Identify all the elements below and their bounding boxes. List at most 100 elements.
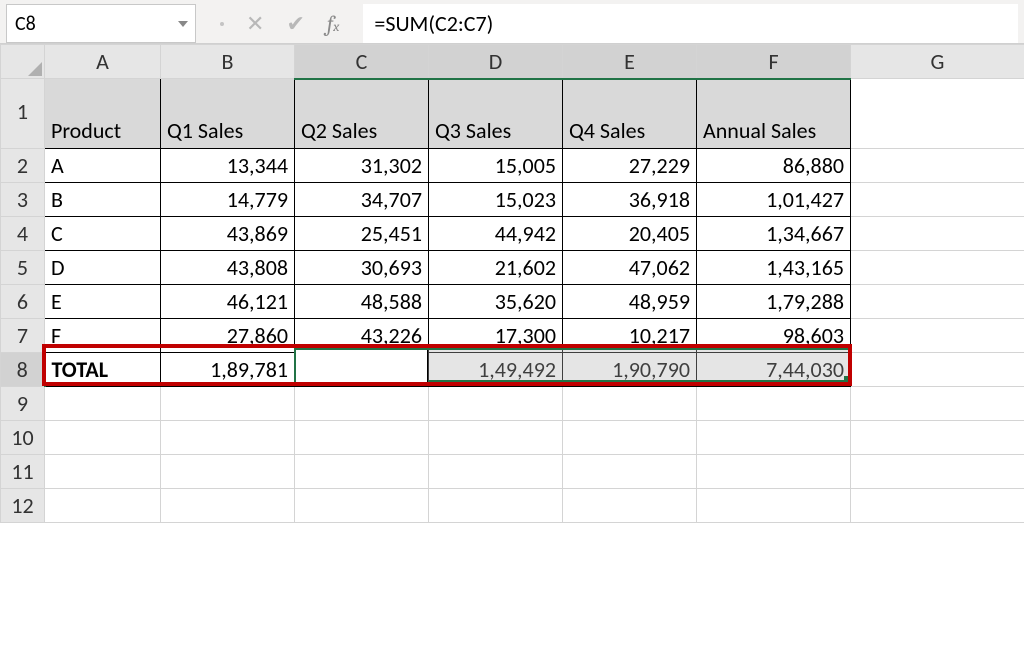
row-header-6[interactable]: 6 xyxy=(1,285,45,319)
row-header-12[interactable]: 12 xyxy=(1,489,45,523)
name-box-dropdown-icon[interactable] xyxy=(177,12,189,36)
cell-D11[interactable] xyxy=(429,455,563,489)
cell-G2[interactable] xyxy=(851,149,1024,183)
cell-A1[interactable]: Product xyxy=(45,79,161,149)
cell-E1[interactable]: Q4 Sales xyxy=(563,79,697,149)
col-header-G[interactable]: G xyxy=(851,45,1024,79)
select-all-corner[interactable] xyxy=(1,45,45,79)
cell-G9[interactable] xyxy=(851,387,1024,421)
cell-E10[interactable] xyxy=(563,421,697,455)
accept-formula-icon[interactable]: ✔ xyxy=(286,10,304,37)
row-header-8[interactable]: 8 xyxy=(1,353,45,387)
name-box[interactable]: C8 xyxy=(6,4,196,43)
cell-D1[interactable]: Q3 Sales xyxy=(429,79,563,149)
fx-icon[interactable]: fx xyxy=(327,11,340,37)
cell-D6[interactable]: 35,620 xyxy=(429,285,563,319)
cell-F1[interactable]: Annual Sales xyxy=(697,79,851,149)
cell-D8[interactable]: 1,49,492 xyxy=(429,353,563,387)
cell-B7[interactable]: 27,860 xyxy=(161,319,295,353)
worksheet[interactable]: A B C D E F G 1 Product Q1 Sales Q2 Sale… xyxy=(0,44,1024,523)
row-header-2[interactable]: 2 xyxy=(1,149,45,183)
cell-C1[interactable]: Q2 Sales xyxy=(295,79,429,149)
cell-E12[interactable] xyxy=(563,489,697,523)
cell-B12[interactable] xyxy=(161,489,295,523)
cell-B5[interactable]: 43,808 xyxy=(161,251,295,285)
row-header-7[interactable]: 7 xyxy=(1,319,45,353)
cell-A6[interactable]: E xyxy=(45,285,161,319)
cell-E11[interactable] xyxy=(563,455,697,489)
cell-C9[interactable] xyxy=(295,387,429,421)
cell-C10[interactable] xyxy=(295,421,429,455)
cell-B9[interactable] xyxy=(161,387,295,421)
row-header-3[interactable]: 3 xyxy=(1,183,45,217)
cell-E3[interactable]: 36,918 xyxy=(563,183,697,217)
cell-C2[interactable]: 31,302 xyxy=(295,149,429,183)
cell-F7[interactable]: 98,603 xyxy=(697,319,851,353)
cell-B10[interactable] xyxy=(161,421,295,455)
cell-G4[interactable] xyxy=(851,217,1024,251)
grid[interactable]: A B C D E F G 1 Product Q1 Sales Q2 Sale… xyxy=(0,44,1024,523)
cell-G1[interactable] xyxy=(851,79,1024,149)
row-header-9[interactable]: 9 xyxy=(1,387,45,421)
cell-D12[interactable] xyxy=(429,489,563,523)
cell-B4[interactable]: 43,869 xyxy=(161,217,295,251)
cell-C6[interactable]: 48,588 xyxy=(295,285,429,319)
cell-E5[interactable]: 47,062 xyxy=(563,251,697,285)
cell-A4[interactable]: C xyxy=(45,217,161,251)
cell-E2[interactable]: 27,229 xyxy=(563,149,697,183)
col-header-D[interactable]: D xyxy=(429,45,563,79)
cell-G10[interactable] xyxy=(851,421,1024,455)
col-header-A[interactable]: A xyxy=(45,45,161,79)
cell-F11[interactable] xyxy=(697,455,851,489)
col-header-C[interactable]: C xyxy=(295,45,429,79)
cell-E7[interactable]: 10,217 xyxy=(563,319,697,353)
cell-B2[interactable]: 13,344 xyxy=(161,149,295,183)
cell-F2[interactable]: 86,880 xyxy=(697,149,851,183)
cell-D10[interactable] xyxy=(429,421,563,455)
cell-F9[interactable] xyxy=(697,387,851,421)
cell-A11[interactable] xyxy=(45,455,161,489)
cell-E4[interactable]: 20,405 xyxy=(563,217,697,251)
cell-C12[interactable] xyxy=(295,489,429,523)
cell-B3[interactable]: 14,779 xyxy=(161,183,295,217)
row-header-10[interactable]: 10 xyxy=(1,421,45,455)
formula-input[interactable]: =SUM(C2:C7) xyxy=(363,4,1018,43)
cell-D3[interactable]: 15,023 xyxy=(429,183,563,217)
cell-G11[interactable] xyxy=(851,455,1024,489)
cell-B11[interactable] xyxy=(161,455,295,489)
cell-G8[interactable] xyxy=(851,353,1024,387)
cell-D9[interactable] xyxy=(429,387,563,421)
cell-A5[interactable]: D xyxy=(45,251,161,285)
cell-F10[interactable] xyxy=(697,421,851,455)
cell-F8[interactable]: 7,44,030 xyxy=(697,353,851,387)
row-header-1[interactable]: 1 xyxy=(1,79,45,149)
cell-D7[interactable]: 17,300 xyxy=(429,319,563,353)
cell-B6[interactable]: 46,121 xyxy=(161,285,295,319)
cell-C7[interactable]: 43,226 xyxy=(295,319,429,353)
cell-A3[interactable]: B xyxy=(45,183,161,217)
cell-E6[interactable]: 48,959 xyxy=(563,285,697,319)
col-header-F[interactable]: F xyxy=(697,45,851,79)
cell-D2[interactable]: 15,005 xyxy=(429,149,563,183)
cell-A10[interactable] xyxy=(45,421,161,455)
cell-F3[interactable]: 1,01,427 xyxy=(697,183,851,217)
row-header-4[interactable]: 4 xyxy=(1,217,45,251)
cell-A9[interactable] xyxy=(45,387,161,421)
cell-A8[interactable]: TOTAL xyxy=(45,353,161,387)
cell-B1[interactable]: Q1 Sales xyxy=(161,79,295,149)
cell-E8[interactable]: 1,90,790 xyxy=(563,353,697,387)
row-header-11[interactable]: 11 xyxy=(1,455,45,489)
cell-C11[interactable] xyxy=(295,455,429,489)
col-header-B[interactable]: B xyxy=(161,45,295,79)
cell-B8[interactable]: 1,89,781 xyxy=(161,353,295,387)
cell-C5[interactable]: 30,693 xyxy=(295,251,429,285)
cell-E9[interactable] xyxy=(563,387,697,421)
cell-G6[interactable] xyxy=(851,285,1024,319)
cell-C3[interactable]: 34,707 xyxy=(295,183,429,217)
cell-D4[interactable]: 44,942 xyxy=(429,217,563,251)
cancel-formula-icon[interactable]: ✕ xyxy=(246,10,264,37)
cell-A2[interactable]: A xyxy=(45,149,161,183)
cell-G3[interactable] xyxy=(851,183,1024,217)
cell-F6[interactable]: 1,79,288 xyxy=(697,285,851,319)
cell-A7[interactable]: F xyxy=(45,319,161,353)
